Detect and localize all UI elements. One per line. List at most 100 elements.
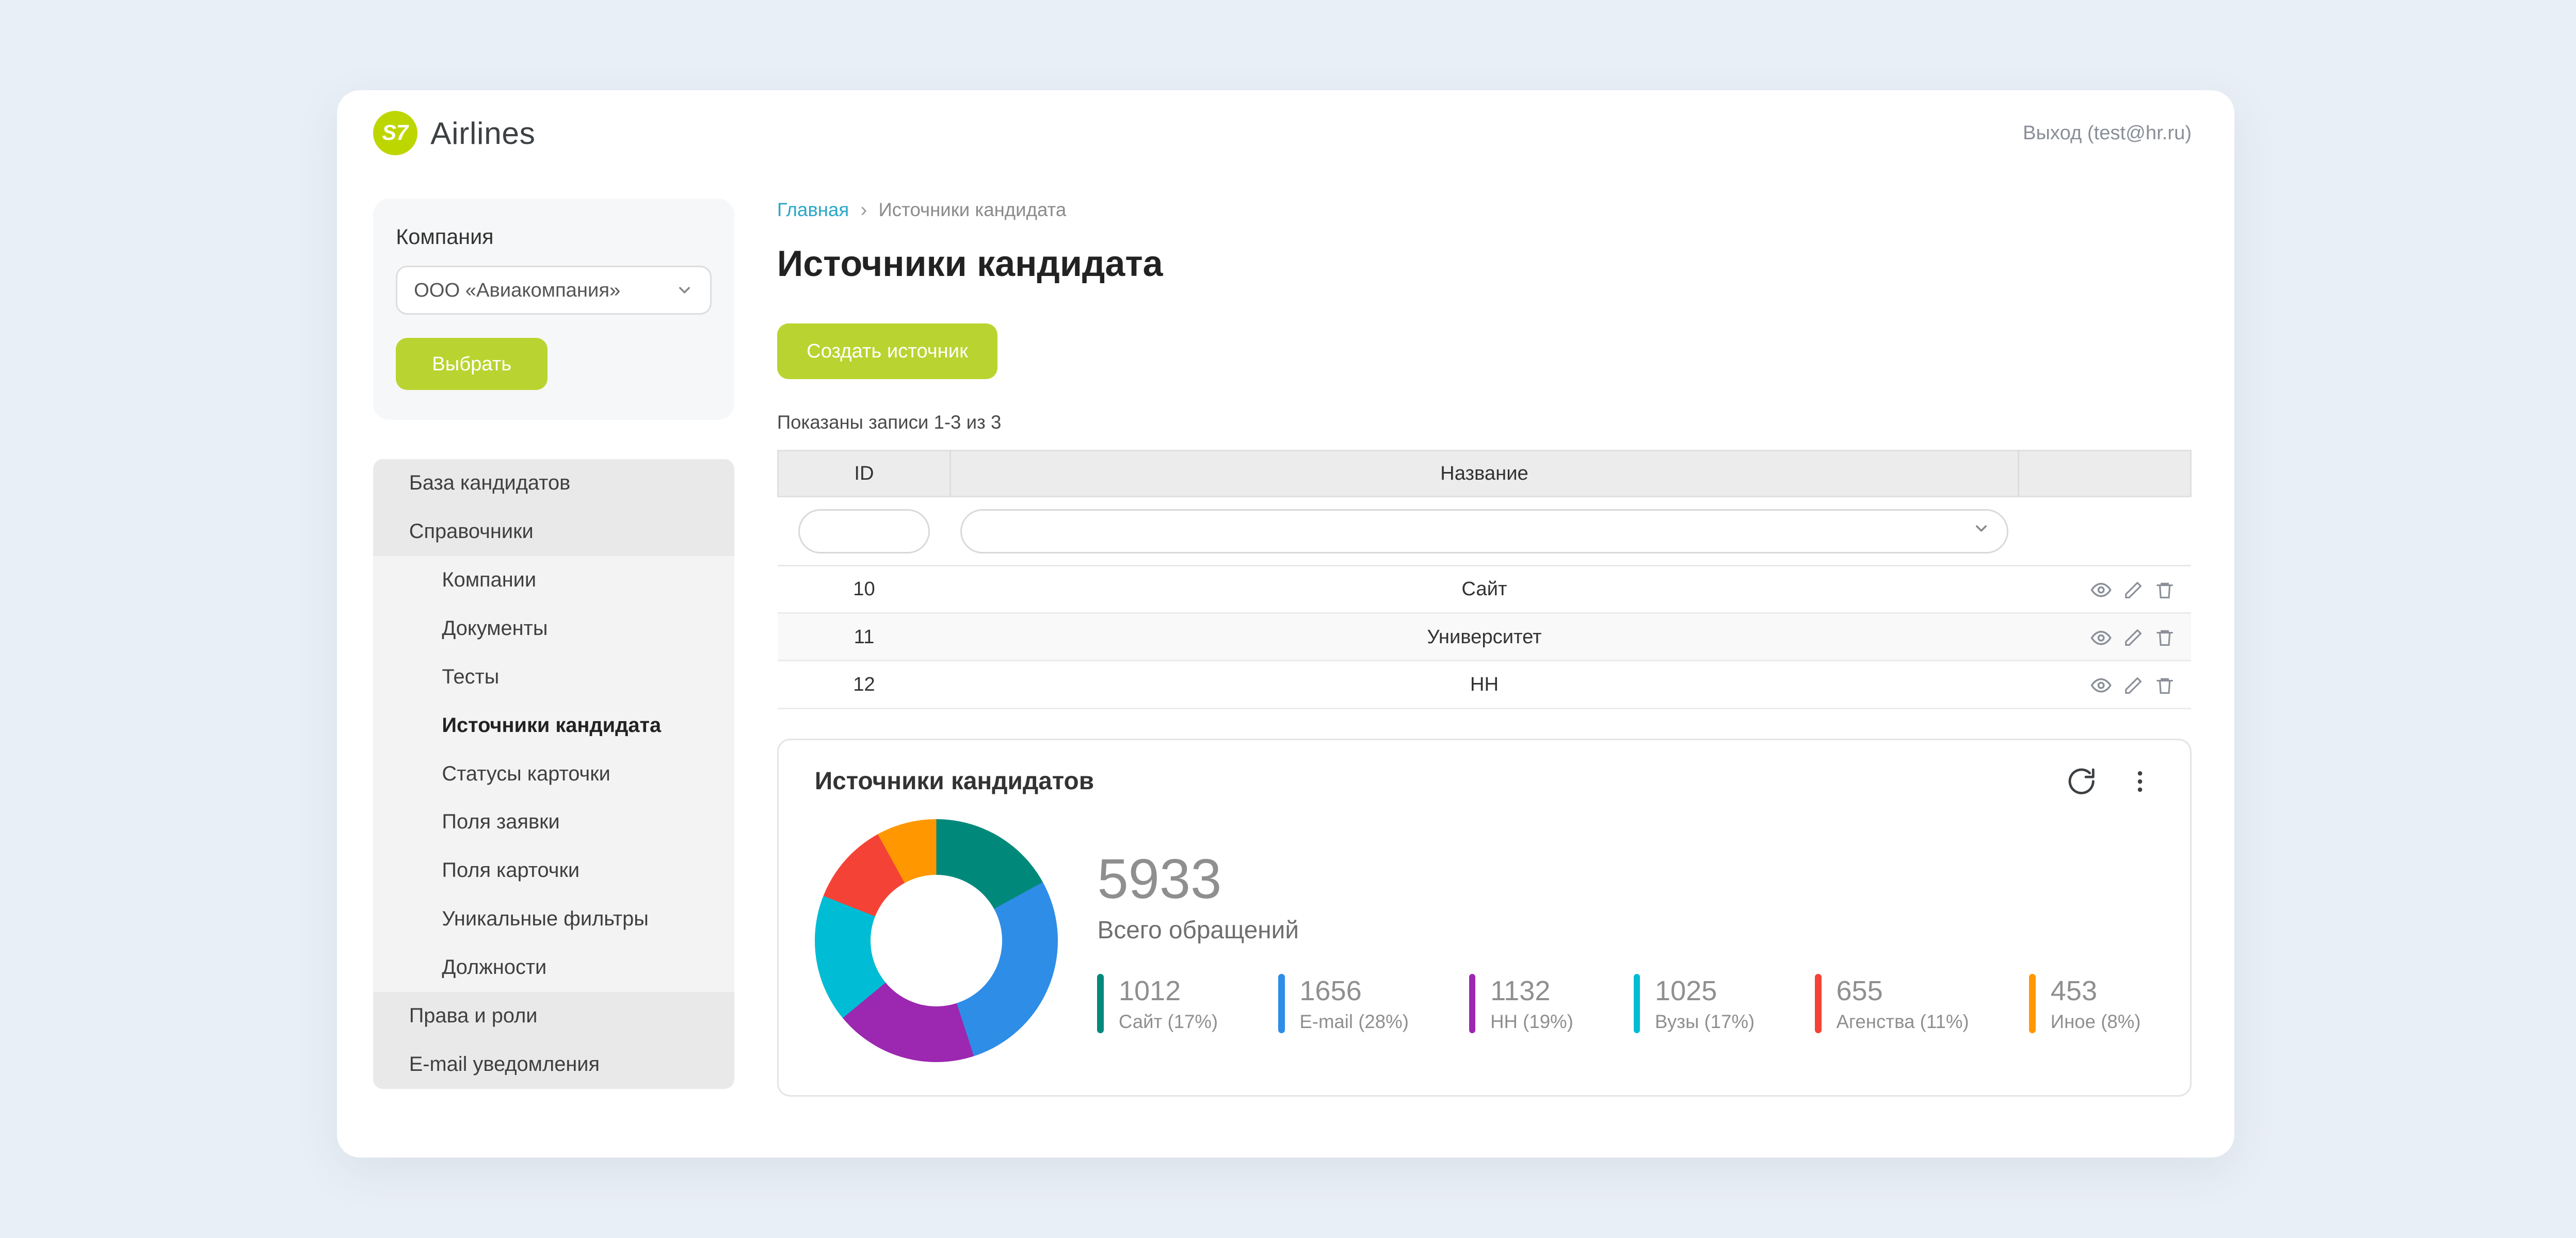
- chevron-down-icon: [675, 281, 694, 299]
- legend-value: 1012: [1118, 975, 1181, 1006]
- legend-color-bar: [1633, 974, 1640, 1033]
- breadcrumb-separator-icon: ›: [860, 199, 867, 221]
- view-icon[interactable]: [2090, 579, 2112, 600]
- cell-name: Университет: [950, 613, 2019, 662]
- sidebar-item-application-fields[interactable]: Поля заявки: [373, 798, 735, 847]
- legend-text: 1656 E-mail (28%): [1299, 974, 1409, 1033]
- legend-value: 655: [1836, 975, 1883, 1006]
- edit-icon[interactable]: [2123, 676, 2143, 695]
- widget-title: Источники кандидатов: [814, 768, 1094, 795]
- app-window: S7 Airlines Выход (test@hr.ru) Компания …: [336, 90, 2234, 1158]
- legend-item-hh: 1132 HH (19%): [1469, 974, 1573, 1033]
- legend-label: Иное (8%): [2050, 1011, 2141, 1033]
- logo-text: S7: [382, 121, 408, 145]
- legend-text: 655 Агенства (11%): [1836, 974, 1969, 1033]
- kebab-menu-icon[interactable]: [2126, 768, 2154, 795]
- legend-item-e-mail: 1656 E-mail (28%): [1278, 974, 1409, 1033]
- delete-icon[interactable]: [2155, 580, 2175, 600]
- logout-link[interactable]: Выход (test@hr.ru): [2023, 121, 2192, 144]
- s7-logo-icon: S7: [373, 110, 417, 155]
- edit-icon[interactable]: [2123, 628, 2143, 647]
- select-company-button[interactable]: Выбрать: [396, 338, 548, 390]
- company-label: Компания: [396, 225, 494, 249]
- column-header-name[interactable]: Название: [950, 450, 2019, 498]
- cell-actions: [2018, 565, 2191, 614]
- sidebar-item-tests[interactable]: Тесты: [373, 653, 735, 702]
- legend-text: 1012 Сайт (17%): [1119, 974, 1218, 1033]
- legend-label: E-mail (28%): [1299, 1011, 1409, 1033]
- sidebar-item-card-statuses[interactable]: Статусы карточки: [373, 750, 735, 799]
- legend-value: 1132: [1490, 975, 1551, 1006]
- brand-name: Airlines: [430, 115, 536, 151]
- legend-item-вузы: 1025 Вузы (17%): [1633, 974, 1754, 1033]
- cell-actions: [2018, 613, 2191, 662]
- table-row: 11 Университет: [778, 613, 2191, 662]
- sidebar-item-unique-filters[interactable]: Уникальные фильтры: [373, 895, 735, 944]
- legend-color-bar: [2029, 974, 2036, 1033]
- legend-label: Сайт (17%): [1118, 1011, 1218, 1033]
- table-header-row: ID Название: [777, 450, 2192, 498]
- company-selector-panel: Компания ООО «Авиакомпания» Выбрать: [373, 199, 735, 420]
- sidebar-item-directories[interactable]: Справочники: [373, 507, 735, 556]
- table-row: 12 HH: [778, 660, 2191, 709]
- top-bar: S7 Airlines Выход (test@hr.ru): [337, 90, 2234, 176]
- cell-id: 11: [778, 613, 951, 662]
- edit-icon[interactable]: [2123, 580, 2143, 600]
- legend-text: 1025 Вузы (17%): [1655, 974, 1754, 1033]
- content-area: Компания ООО «Авиакомпания» Выбрать База…: [337, 176, 2234, 1136]
- legend-color-bar: [1815, 974, 1822, 1033]
- sidebar: Компания ООО «Авиакомпания» Выбрать База…: [373, 199, 735, 1096]
- records-summary: Показаны записи 1-3 из 3: [777, 412, 1002, 433]
- cell-actions: [2018, 660, 2191, 709]
- filter-cell-actions: [2018, 496, 2191, 566]
- breadcrumb-home-link[interactable]: Главная: [777, 199, 849, 221]
- sidebar-item-companies[interactable]: Компании: [373, 556, 735, 605]
- chart-stats: 5933 Всего обращений 1012 Сайт (17%) 1656 E…: [1097, 848, 2154, 1033]
- sources-table: ID Название: [777, 450, 2192, 709]
- breadcrumb-current: Источники кандидата: [878, 199, 1067, 221]
- total-count: 5933: [1097, 848, 1222, 910]
- cell-name: HH: [950, 660, 2019, 709]
- legend-value: 453: [2050, 975, 2098, 1006]
- legend-label: Агенства (11%): [1836, 1011, 1969, 1033]
- sidebar-item-email-notifications[interactable]: E-mail уведомления: [373, 1040, 735, 1089]
- filter-cell-name: [950, 496, 2019, 566]
- sidebar-item-positions[interactable]: Должности: [373, 943, 735, 992]
- sources-chart-widget: Источники кандидатов: [777, 739, 2192, 1097]
- sidebar-item-card-fields[interactable]: Поля карточки: [373, 846, 735, 895]
- sidebar-item-candidate-base[interactable]: База кандидатов: [373, 459, 735, 508]
- donut-chart: [814, 819, 1058, 1063]
- total-count-label: Всего обращений: [1097, 916, 1299, 944]
- cell-name: Сайт: [950, 565, 2019, 614]
- create-source-button[interactable]: Создать источник: [777, 323, 998, 379]
- cell-id: 10: [778, 565, 951, 614]
- table-row: 10 Сайт: [778, 565, 2191, 614]
- widget-actions: [2067, 767, 2154, 796]
- widget-header: Источники кандидатов: [815, 767, 2154, 796]
- breadcrumb: Главная › Источники кандидата: [777, 199, 2192, 221]
- sidebar-item-documents[interactable]: Документы: [373, 604, 735, 653]
- refresh-icon[interactable]: [2067, 767, 2096, 796]
- table-filter-row: [778, 496, 2191, 566]
- sidebar-item-candidate-sources[interactable]: Источники кандидата: [373, 701, 735, 750]
- name-filter-select[interactable]: [960, 509, 2009, 553]
- column-header-id[interactable]: ID: [777, 450, 952, 498]
- id-filter-input[interactable]: [798, 509, 930, 553]
- main-panel: Главная › Источники кандидата Источники …: [777, 199, 2192, 1097]
- company-select[interactable]: ООО «Авиакомпания»: [396, 265, 712, 315]
- legend-label: HH (19%): [1490, 1011, 1573, 1033]
- legend-value: 1656: [1299, 975, 1362, 1006]
- legend-item-сайт: 1012 Сайт (17%): [1097, 974, 1218, 1033]
- legend-color-bar: [1278, 974, 1285, 1033]
- legend-item-агенства: 655 Агенства (11%): [1815, 974, 1969, 1033]
- delete-icon[interactable]: [2155, 676, 2175, 695]
- sidebar-menu: База кандидатов Справочники Компании Докуме…: [373, 459, 735, 1089]
- legend-label: Вузы (17%): [1655, 1011, 1755, 1033]
- filter-cell-id: [778, 496, 951, 566]
- view-icon[interactable]: [2090, 675, 2112, 696]
- view-icon[interactable]: [2090, 627, 2112, 648]
- delete-icon[interactable]: [2155, 628, 2175, 647]
- cell-id: 12: [778, 660, 951, 709]
- legend-color-bar: [1469, 974, 1476, 1033]
- sidebar-item-rights-roles[interactable]: Права и роли: [373, 992, 735, 1041]
